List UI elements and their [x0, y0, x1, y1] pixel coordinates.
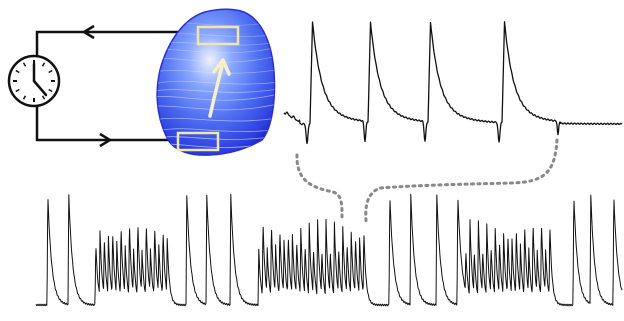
isochrone-line: [157, 93, 275, 101]
clock-icon: [7, 54, 61, 108]
zoomed-action-potential-trace: [283, 21, 623, 145]
pacing-site-box: [176, 131, 220, 152]
recording-site-box: [196, 25, 240, 46]
propagation-arrow-head: [212, 58, 231, 76]
isochrone-line: [157, 68, 275, 74]
circuit-arrow-top: [81, 24, 95, 40]
isochrone-line: [157, 117, 275, 122]
isochrone-line: [157, 80, 275, 86]
zoom-connector-right: [364, 138, 559, 223]
long-recording-trace: [35, 193, 623, 307]
isochrone-line: [157, 103, 275, 111]
circuit-wire-top: [35, 30, 198, 56]
isochrone-line: [157, 88, 275, 93]
circuit-arrow-bottom: [99, 132, 113, 148]
circuit-wire-bottom: [35, 107, 178, 142]
zoom-connector-left: [295, 153, 344, 223]
pacing-circuit: [7, 24, 198, 148]
propagation-arrow: [208, 64, 224, 118]
